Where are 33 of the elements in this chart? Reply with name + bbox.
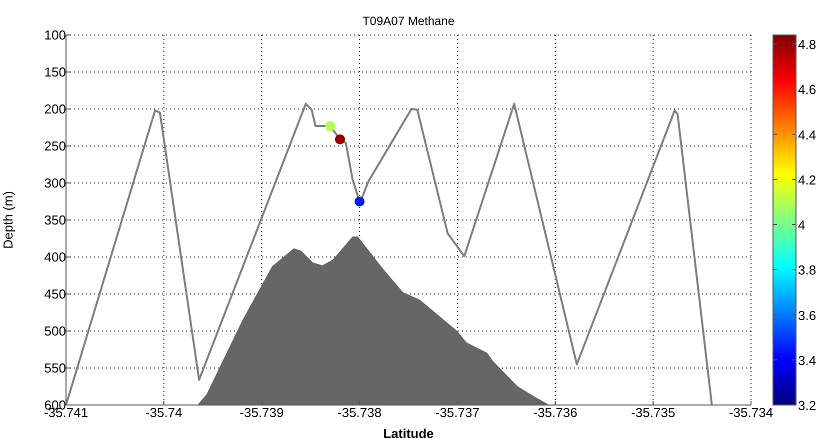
- color-bar-label: 4.8: [798, 37, 816, 52]
- y-tick-label: 400: [44, 250, 66, 265]
- x-axis-title: Latitude: [383, 426, 434, 438]
- y-tick-label: 100: [44, 28, 66, 43]
- color-bar-label: 4: [798, 218, 806, 233]
- color-bar-label: 3.6: [798, 308, 816, 323]
- x-tick-label: -35.736: [533, 405, 578, 420]
- y-tick-label: 150: [44, 64, 66, 80]
- y-tick-label: 550: [44, 360, 66, 376]
- color-bar-label: 4.6: [798, 82, 816, 98]
- x-tick-label: -35.735: [631, 405, 676, 420]
- point: [354, 196, 365, 207]
- point: [334, 134, 346, 144]
- x-tick-label: -35.738: [338, 405, 382, 420]
- x-tick-label: -35.74: [145, 405, 182, 420]
- y-axis-title: Depth (m): [0, 191, 16, 249]
- x-tick-label: -35.734: [728, 405, 774, 420]
- y-tick-label: 350: [44, 212, 66, 228]
- x-tick-label: -35.737: [435, 405, 480, 420]
- line-series: [66, 102, 713, 405]
- chart-title: T09A07 Methane: [361, 14, 456, 28]
- y-tick-label: 250: [44, 138, 66, 154]
- y-tick-label: 450: [44, 286, 66, 302]
- point: [325, 121, 336, 132]
- x-tick-label: -35.739: [240, 405, 284, 420]
- color-bar-label: 3.8: [798, 262, 816, 278]
- color-bar-label: 3.2: [798, 398, 816, 413]
- y-tick-label: 500: [44, 324, 66, 339]
- color-bar-label: 4.4: [798, 127, 816, 142]
- y-tick-label: 300: [44, 176, 66, 191]
- color-bar-label: 4.2: [798, 172, 816, 188]
- color-bar-label: 3.4: [798, 352, 816, 368]
- y-tick-label: 200: [44, 102, 66, 117]
